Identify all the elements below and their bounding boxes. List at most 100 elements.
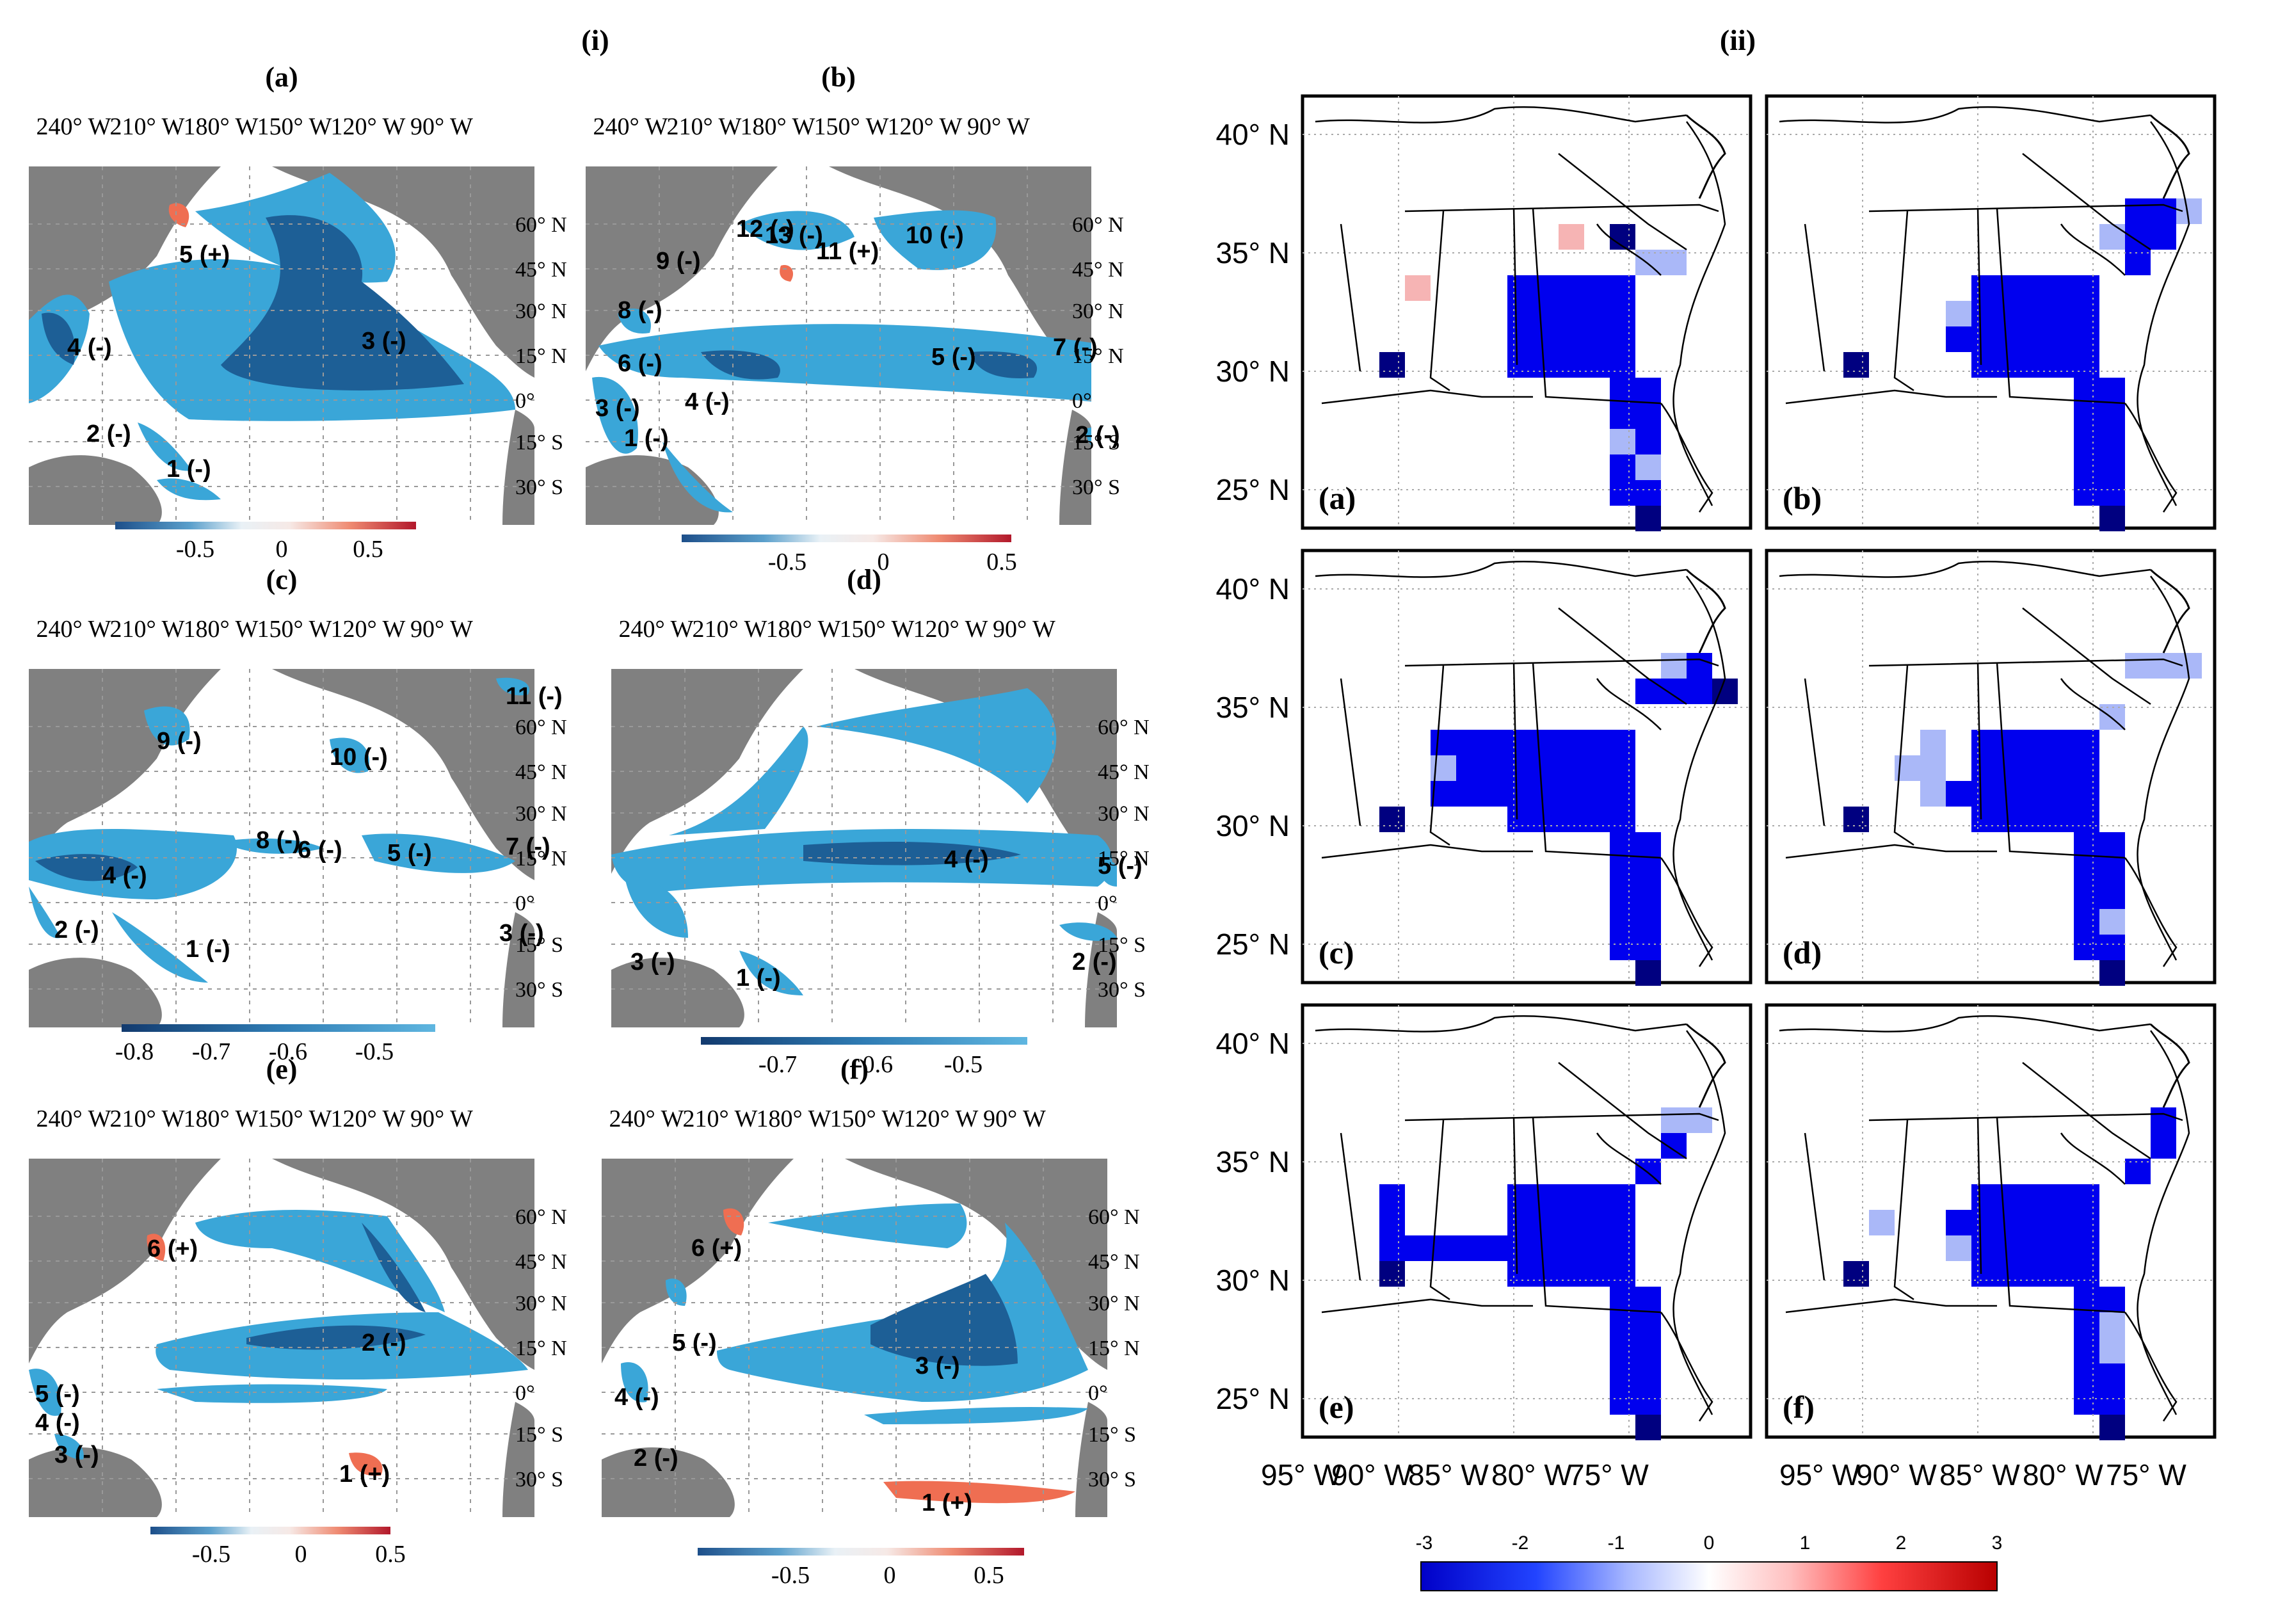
map-content [586,166,1091,525]
lat-tick-label: 15° S [515,431,563,454]
colorbar-tick-label: -0.5 [176,536,214,563]
land-north-america [272,669,534,880]
grid-cell-blue [1635,480,1661,506]
grid-cell-pink [1405,275,1431,301]
grid-cell-blue [2074,832,2099,858]
lon-tick-label: 85° W [1408,1458,1489,1491]
colorbar-tick-label: 3 [1992,1532,2003,1554]
panel-label: (d) [1783,935,1822,970]
panel-label: (e) [1319,1389,1354,1425]
grid-cell-light [1661,1107,1687,1133]
grid-cell-blue [2023,326,2048,352]
grid-cell-blue [1635,1363,1661,1389]
grid-cell-blue [2074,781,2099,807]
grid-cell-blue [1610,909,1635,935]
lon-tick-label: 90° W [1331,1458,1412,1491]
correlation-region-red [168,203,189,227]
map-content [611,669,1117,1027]
state-boundary [1672,1030,1726,1415]
correlation-region-light [816,688,1057,803]
grid-cell-blue [2023,755,2048,781]
grid-cell-blue [2074,1184,2099,1210]
grid-cell-blue [2099,935,2125,960]
colorbar-tick-label: 1 [1800,1532,1811,1554]
grid-cell-light [2099,224,2125,250]
lat-tick-label: 25° N [1215,928,1290,961]
grid-cell-blue [2099,832,2125,858]
correlation-region-light [592,376,638,454]
grid-cell-blue [1946,1210,1971,1235]
colorbar-tick-label: -2 [1512,1532,1529,1554]
state-boundary [2060,1132,2126,1185]
lat-tick-label: 40° N [1215,118,1290,151]
grid-cell-blue [1584,352,1610,378]
grid-cell-blue [1559,1235,1584,1261]
grid-cell-blue [1971,301,1997,326]
colorbar-tick-label: 0 [295,1541,307,1568]
correlation-region-light [221,838,323,854]
right-panel-a: (a) 40° N 35° N 30° N 25° N [1215,94,1753,531]
grid-cell-blue [1610,1389,1635,1415]
land-australia [611,958,744,1027]
land-south-america [1075,1402,1107,1517]
grid-cell-blue [2074,378,2099,403]
grid-cell-blue [1997,807,2023,832]
grid-cell-blue [1379,1210,1405,1235]
grid-cell-blue [1507,275,1533,301]
state-boundary [1321,844,1533,859]
state-boundary [1340,1132,1361,1281]
colorbar-tick-label: -0.7 [192,1038,230,1065]
lat-tick-label: 30° S [1072,476,1120,499]
state-boundary [1660,403,1713,513]
state-boundary [2060,678,2126,730]
lat-tick-label: 30° S [1088,1468,1136,1491]
grid-cell-dark [1379,352,1405,378]
grid-cell-blue [1971,1261,1997,1287]
state-boundary [1672,121,1726,506]
lat-tick-label: 0° [1088,1381,1108,1405]
region-label: 4 (-) [685,389,730,415]
grid-cell-blue [1635,1338,1661,1363]
lon-tick-label: 90° W [410,1105,473,1132]
region-label: 5 (-) [931,344,976,371]
correlation-region-light [864,1407,1088,1424]
grid-cell-blue [1610,781,1635,807]
grid-cell-blue [1584,781,1610,807]
correlation-region-dark [803,842,1021,865]
state-boundary [2124,857,2178,967]
grid-cell-blue [2151,1107,2176,1133]
region-label: 8 (-) [256,827,301,854]
grid-cell-blue [1687,679,1712,704]
correlation-region-light [598,324,1091,402]
correlation-region-light [662,442,733,513]
lat-tick-label: 40° N [1215,1027,1290,1060]
correlation-region-dark [870,1274,1018,1366]
land-asia [586,166,778,371]
grid-cell-blue [2048,1235,2074,1261]
grid-cell-light [1946,301,1971,326]
grid-cell-blue [2048,730,2074,755]
grid-cell-blue [2074,883,2099,909]
colorbar-tick-label: -1 [1608,1532,1625,1554]
grid-cell-light [1635,454,1661,480]
grid-cell-blue [2048,301,2074,326]
grid-cell-blue [2099,858,2125,883]
right-panel-e: (e) 40° N 35° N 30° N 25° N [1215,1003,1753,1440]
region-label: 10 (-) [330,744,388,771]
state-boundary [1868,204,2183,213]
state-boundary [1429,1120,1450,1301]
state-boundary [1532,662,1662,859]
grid-cell-blue [2048,1261,2074,1287]
lat-tick-label: 45° N [515,1250,567,1274]
state-boundary [1893,665,1914,846]
grid-cell-blue [1584,755,1610,781]
lat-tick-label: 45° N [1088,1250,1140,1274]
lat-tick-label: 15° S [1088,1423,1136,1447]
grid-cell-blue [1533,730,1559,755]
colorbar [682,535,1011,542]
lat-tick-label: 40° N [1215,572,1290,606]
grid-cell-blue [1610,755,1635,781]
grid-cell-dark [1379,807,1405,832]
